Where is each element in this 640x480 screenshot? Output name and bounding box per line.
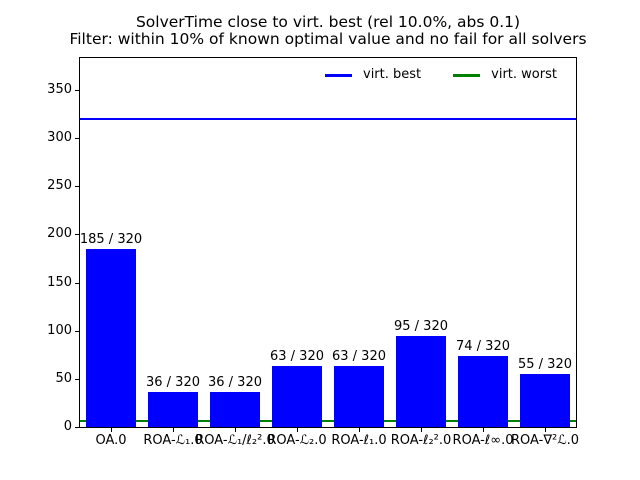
bar	[148, 392, 198, 427]
virt-best-line	[80, 117, 576, 120]
y-tick-label: 250	[47, 178, 72, 194]
legend: virt. best virt. worst	[325, 67, 557, 83]
y-tick-label: 350	[47, 82, 72, 98]
y-tick	[75, 379, 79, 380]
bar-value-label: 95 / 320	[394, 318, 448, 334]
y-tick	[75, 283, 79, 284]
x-tick	[235, 428, 236, 432]
x-tick	[297, 428, 298, 432]
bar-value-label: 63 / 320	[270, 349, 324, 365]
bar	[86, 248, 136, 427]
bar-value-label: 36 / 320	[208, 375, 262, 391]
bar	[396, 335, 446, 427]
y-tick	[75, 90, 79, 91]
bar-value-label: 36 / 320	[146, 375, 200, 391]
bar-value-label: 55 / 320	[518, 357, 572, 373]
plot-area: 185 / 320 36 / 320 36 / 320 63 / 320 63 / 32…	[79, 57, 577, 428]
y-tick	[75, 138, 79, 139]
bar	[210, 392, 260, 427]
legend-label-virt-best: virt. best	[363, 67, 422, 82]
chart-title-line-1: SolverTime close to virt. best (rel 10.0…	[135, 13, 521, 31]
virt-worst-line-icon	[453, 73, 481, 77]
bar	[520, 374, 570, 427]
y-tick	[75, 331, 79, 332]
y-tick-label: 300	[47, 130, 72, 146]
bar	[334, 366, 384, 427]
y-tick-label: 150	[47, 274, 72, 290]
bar	[272, 366, 322, 427]
legend-entry-virt-worst: virt. worst	[453, 67, 557, 83]
legend-entry-virt-best: virt. best	[325, 67, 421, 83]
bar-value-label: 63 / 320	[332, 349, 386, 365]
y-tick-label: 200	[47, 226, 72, 242]
x-tick-label: ROA-ℒ₁/ℓ₂².0	[195, 433, 275, 448]
x-tick-label: ROA-ℒ₁.0	[143, 433, 203, 448]
x-tick	[111, 428, 112, 432]
bar-value-label: 185 / 320	[79, 231, 143, 247]
x-tick-label: ROA-ℓ₂².0	[390, 433, 452, 448]
legend-label-virt-worst: virt. worst	[491, 67, 557, 82]
bar	[458, 355, 508, 427]
y-tick	[75, 234, 79, 235]
virt-best-line-icon	[325, 73, 352, 77]
x-tick-label: ROA-ℓ₁.0	[331, 433, 387, 448]
virt-worst-line	[80, 420, 576, 423]
x-tick	[173, 428, 174, 432]
x-tick-label: ROA-ℒ₂.0	[267, 433, 327, 448]
y-tick-label: 100	[47, 322, 72, 338]
x-tick-label: ROA-ℓ∞.0	[452, 433, 514, 448]
bar-value-label: 74 / 320	[456, 338, 510, 354]
x-tick	[359, 428, 360, 432]
y-tick	[75, 427, 79, 428]
x-tick	[421, 428, 422, 432]
chart-title-line-2: Filter: within 10% of known optimal valu…	[69, 30, 587, 48]
x-tick	[483, 428, 484, 432]
y-tick-label: 50	[55, 370, 72, 386]
x-tick-label: OA.0	[95, 433, 127, 448]
y-tick	[75, 186, 79, 187]
y-tick-label: 0	[63, 419, 72, 434]
x-tick-label: ROA-∇²ℒ.0	[510, 433, 580, 448]
x-tick	[545, 428, 546, 432]
